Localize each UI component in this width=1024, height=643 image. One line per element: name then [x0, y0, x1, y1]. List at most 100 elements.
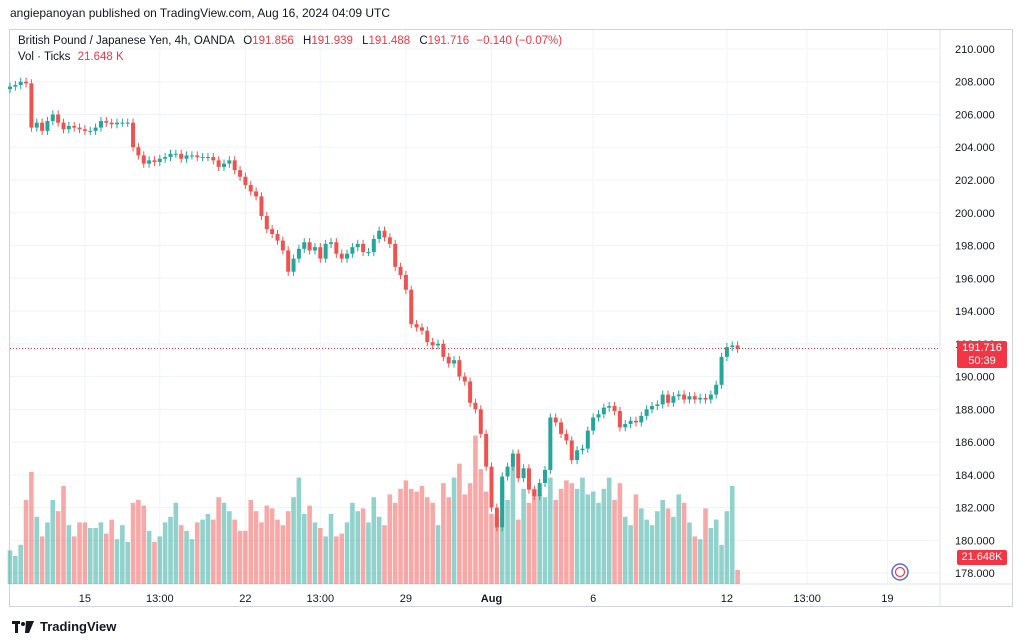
volume-bar [301, 514, 307, 584]
candle-body [575, 450, 580, 461]
candle-body [703, 397, 708, 400]
y-tick-label: 178.000 [955, 568, 995, 580]
volume-bar [735, 570, 740, 584]
volume-bar [82, 522, 88, 584]
y-tick-label: 198.000 [955, 241, 995, 253]
x-tick-label: 19 [881, 593, 893, 605]
candle-body [452, 360, 457, 364]
candle-body [125, 122, 130, 124]
volume-bar [719, 544, 724, 584]
candle-body [222, 163, 226, 167]
bar-countdown: 50:39 [968, 355, 996, 367]
volume-bar [318, 528, 323, 584]
y-tick-label: 204.000 [955, 142, 995, 154]
candle-body [34, 122, 39, 128]
candle-body [345, 253, 350, 259]
candle-body [478, 409, 483, 434]
candle-body [189, 155, 194, 157]
volume-bar [184, 530, 189, 584]
candle-body [329, 242, 333, 244]
candle-body [286, 250, 291, 272]
volume-bar [211, 519, 216, 584]
candle-body [72, 125, 77, 128]
symbol-label[interactable]: British Pound / Japanese Yen, 4h, OANDA [18, 35, 235, 47]
legend: British Pound / Japanese Yen, 4h, OANDA … [18, 34, 562, 65]
x-tick-label: 29 [400, 593, 412, 605]
y-tick-label: 208.000 [955, 77, 995, 89]
candle-body [446, 356, 451, 364]
volume-bar [130, 502, 136, 584]
candle-body [168, 153, 173, 158]
candle-body [494, 507, 499, 528]
volume-bar [125, 542, 130, 584]
candle-body [403, 275, 408, 290]
volume-bar [34, 516, 40, 584]
volume-bar [39, 536, 45, 584]
high-label: H [303, 35, 312, 47]
volume-bar [360, 508, 366, 584]
volume-bar [499, 480, 505, 584]
volume-bar [483, 491, 489, 584]
volume-label[interactable]: Vol · Ticks [18, 51, 71, 63]
volume-bar [425, 497, 430, 584]
volume-bar [109, 519, 114, 584]
candle-body [569, 440, 574, 461]
footer-brand[interactable]: TradingView [12, 619, 116, 634]
candle-body [323, 243, 328, 259]
volume-bar [248, 500, 254, 584]
volume-bar [606, 477, 612, 584]
volume-bar [29, 472, 34, 584]
candle-body [505, 466, 510, 477]
candle-body [248, 184, 253, 192]
volume-bar [200, 519, 205, 584]
volume-bar [296, 477, 302, 584]
volume-bar [227, 511, 232, 584]
candle-body [548, 417, 553, 470]
volume-bar [676, 494, 682, 584]
candle-body [179, 153, 184, 159]
candle-body [730, 345, 735, 348]
candle-body [13, 84, 18, 87]
volume-bar [61, 486, 66, 584]
y-tick-label: 202.000 [955, 175, 995, 187]
candle-body [532, 489, 537, 497]
candle-body [564, 433, 569, 441]
volume-bar [339, 533, 344, 584]
volume-bar [649, 525, 655, 584]
y-tick-label: 206.000 [955, 109, 995, 121]
publisher-line: angiepanoyan published on TradingView.co… [10, 6, 391, 20]
candle-body [40, 122, 45, 131]
volume-value: 21.648 K [77, 51, 124, 63]
last-price-value: 191.716 [962, 342, 1002, 354]
candle-body [8, 86, 12, 90]
volume-bar [408, 488, 414, 584]
volume-bar [387, 494, 393, 584]
candle-body [484, 433, 489, 467]
candle-body [559, 422, 564, 434]
volume-bar [724, 511, 730, 584]
volume-bar [275, 519, 280, 584]
y-tick-label: 196.000 [955, 273, 995, 285]
candle-body [109, 122, 114, 125]
volume-bar [77, 522, 82, 584]
volume-bar [146, 530, 152, 584]
candle-body [312, 247, 317, 251]
candle-body [639, 415, 644, 423]
candle-body [147, 160, 152, 164]
candle-body [387, 237, 392, 244]
volume-bar [441, 483, 446, 584]
volume-bar [532, 488, 537, 584]
volume-bar [50, 500, 56, 584]
volume-bar [633, 494, 639, 584]
candle-body [157, 158, 162, 162]
candle-body [628, 420, 633, 425]
volume-bar [622, 516, 628, 584]
x-tick-label: 13:00 [307, 593, 335, 605]
candle-body [355, 243, 360, 248]
candle-body [671, 396, 676, 403]
open-label: O [243, 35, 253, 47]
volume-bar [505, 500, 510, 584]
volume-bar [708, 528, 714, 584]
candle-body [152, 160, 157, 162]
